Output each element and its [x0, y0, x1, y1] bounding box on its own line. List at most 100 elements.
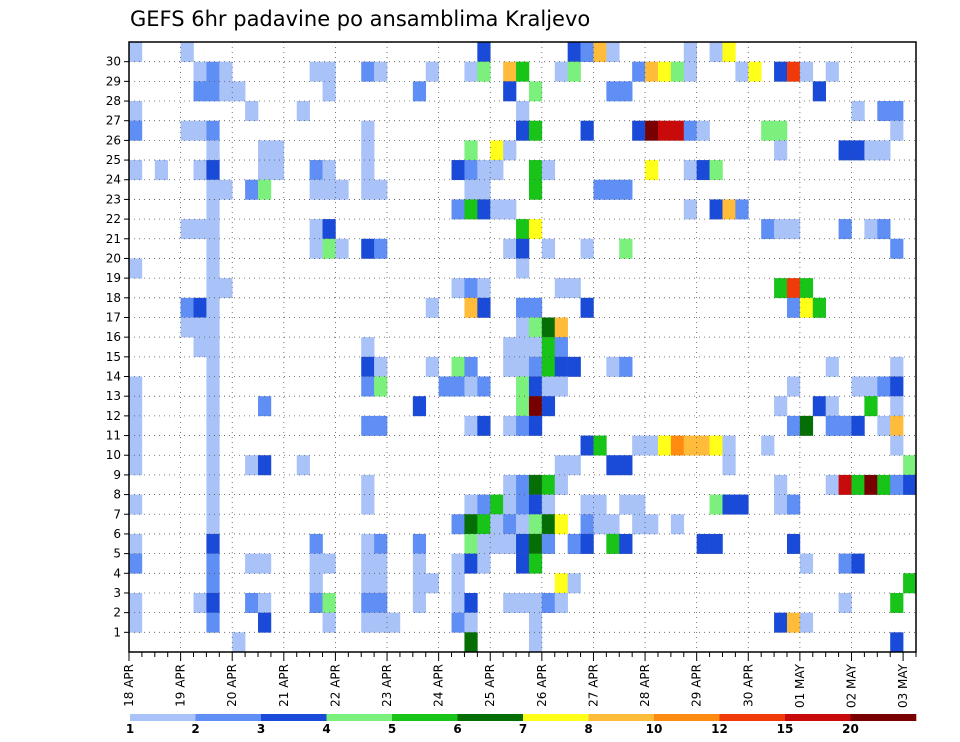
heatmap-cell	[309, 573, 323, 594]
heatmap-cell	[606, 42, 620, 62]
heatmap-cell	[890, 435, 904, 456]
y-tick-label: 18	[106, 291, 121, 305]
heatmap-cell	[606, 356, 620, 377]
heatmap-cell	[206, 415, 220, 436]
heatmap-cell	[722, 42, 736, 62]
heatmap-cell	[877, 101, 891, 122]
heatmap-cell	[245, 179, 259, 200]
heatmap-cell	[374, 376, 388, 397]
heatmap-cell	[309, 179, 323, 200]
heatmap-cell	[129, 435, 143, 456]
heatmap-cell	[619, 179, 633, 200]
heatmap-cell	[696, 435, 710, 456]
heatmap-cell	[554, 278, 568, 299]
heatmap-cell	[425, 297, 439, 318]
heatmap-cell	[451, 160, 465, 181]
heatmap-cell	[657, 61, 672, 82]
heatmap-cell	[206, 297, 220, 318]
heatmap-cell	[567, 42, 581, 62]
heatmap-cell	[477, 42, 491, 62]
heatmap-cell	[206, 514, 220, 535]
heatmap-cell	[361, 356, 375, 377]
heatmap-cell	[270, 140, 285, 161]
heatmap-cell	[335, 238, 349, 259]
heatmap-cell	[774, 120, 788, 141]
heatmap-cell	[193, 160, 207, 181]
heatmap-cell	[877, 376, 891, 397]
heatmap-cell	[361, 553, 375, 574]
heatmap-cell	[193, 337, 207, 358]
heatmap-cell	[206, 337, 220, 358]
heatmap-cell	[516, 337, 530, 358]
heatmap-cell	[193, 297, 207, 318]
heatmap-cell	[877, 474, 891, 495]
heatmap-cell	[129, 101, 143, 122]
legend-color-swatch	[654, 714, 720, 721]
heatmap-cell	[670, 514, 685, 535]
heatmap-cell	[541, 376, 556, 397]
heatmap-cell	[361, 120, 375, 141]
heatmap-cell	[567, 278, 581, 299]
legend-label: 15	[777, 722, 794, 736]
heatmap-cell	[580, 42, 594, 62]
heatmap-cell	[451, 376, 465, 397]
x-tick-label: 21 APR	[277, 664, 291, 707]
heatmap-cell	[309, 238, 323, 259]
heatmap-cell	[516, 238, 530, 259]
heatmap-cell	[180, 317, 194, 338]
heatmap-cell	[851, 101, 865, 122]
heatmap-cell	[516, 258, 530, 279]
heatmap-cell	[528, 160, 543, 181]
heatmap-cell	[516, 396, 530, 417]
y-tick-label: 13	[106, 389, 121, 403]
heatmap-cell	[206, 160, 220, 181]
heatmap-cell	[774, 396, 788, 417]
heatmap-cell	[735, 199, 749, 220]
heatmap-cell	[709, 199, 723, 220]
heatmap-cell	[528, 632, 543, 653]
y-tick-label: 15	[106, 350, 121, 364]
legend-label: 8	[584, 722, 592, 736]
heatmap-cell	[722, 199, 736, 220]
heatmap-cell	[129, 494, 143, 515]
heatmap-cell	[258, 179, 272, 200]
heatmap-cell	[129, 553, 143, 574]
x-tick-label: 30 APR	[741, 664, 755, 707]
heatmap-cell	[516, 533, 530, 554]
y-tick-label: 25	[106, 153, 121, 167]
heatmap-cell	[786, 219, 801, 240]
heatmap-cell	[503, 61, 517, 82]
heatmap-cell	[206, 573, 220, 594]
heatmap-cell	[722, 435, 736, 456]
heatmap-cell	[864, 474, 878, 495]
heatmap-cell	[786, 297, 801, 318]
heatmap-cell	[374, 238, 388, 259]
heatmap-cell	[903, 573, 917, 594]
heatmap-cell	[361, 140, 375, 161]
heatmap-cell	[180, 120, 194, 141]
heatmap-cell	[516, 592, 530, 613]
heatmap-cell	[774, 612, 788, 633]
heatmap-cell	[632, 435, 646, 456]
heatmap-cell	[503, 533, 517, 554]
heatmap-cell	[722, 494, 736, 515]
heatmap-cell	[361, 612, 375, 633]
heatmap-cell	[567, 533, 581, 554]
heatmap-cell	[490, 514, 504, 535]
heatmap-cell	[451, 278, 465, 299]
heatmap-cell	[683, 120, 697, 141]
y-tick-label: 11	[106, 429, 121, 443]
heatmap-cell	[245, 455, 259, 476]
heatmap-cell	[464, 376, 478, 397]
legend-label: 2	[191, 722, 199, 736]
heatmap-cell	[619, 238, 633, 259]
heatmap-cell	[193, 219, 207, 240]
heatmap-cell	[503, 199, 517, 220]
heatmap-cell	[890, 238, 904, 259]
heatmap-cell	[412, 592, 427, 613]
heatmap-cell	[786, 533, 801, 554]
heatmap-cell	[503, 592, 517, 613]
heatmap-cell	[464, 533, 478, 554]
heatmap-cell	[528, 533, 543, 554]
heatmap-cell	[709, 494, 723, 515]
